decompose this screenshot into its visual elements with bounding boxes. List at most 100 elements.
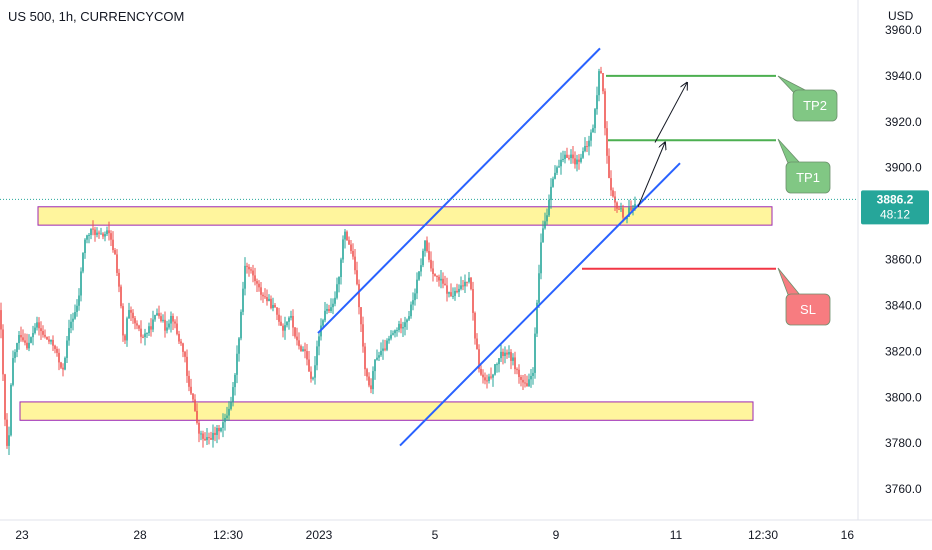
sl-label: SL	[777, 267, 831, 326]
candle-body	[410, 304, 412, 317]
candle-body	[364, 346, 366, 370]
candle-body	[526, 383, 528, 387]
candle-body	[98, 232, 100, 234]
tp1-label: TP1	[777, 138, 831, 194]
candle-body	[448, 292, 450, 294]
candle-body	[196, 410, 198, 423]
candle-body	[70, 321, 72, 329]
candle-body	[302, 349, 304, 352]
upper-resistance-zone	[37, 206, 773, 226]
candle-body	[0, 310, 2, 330]
candle-body	[352, 250, 354, 257]
candle-body	[110, 233, 112, 240]
candle-body	[28, 342, 30, 349]
candle-body	[498, 358, 500, 365]
candle-body	[432, 268, 434, 275]
candle-body	[454, 290, 456, 296]
candle-body	[166, 327, 168, 331]
candle-body	[418, 271, 420, 280]
candle-body	[502, 351, 504, 357]
candle-body	[130, 310, 132, 313]
candle-body	[586, 146, 588, 148]
y-tick-label: 3840.0	[885, 298, 922, 312]
candle-body	[268, 298, 270, 302]
candle-body	[532, 372, 534, 376]
candle-body	[42, 331, 44, 335]
candle-body	[2, 329, 4, 375]
x-tick-label: 12:30	[213, 528, 243, 542]
candle-body	[446, 285, 448, 294]
candle-body	[440, 278, 442, 281]
candle-body	[156, 313, 158, 315]
candle-body	[514, 357, 516, 370]
candle-body	[516, 369, 518, 371]
candle-body	[542, 228, 544, 243]
candle-body	[180, 341, 182, 344]
candle-body	[568, 157, 570, 159]
candle-body	[194, 399, 196, 411]
candle-body	[346, 231, 348, 241]
candle-body	[486, 380, 488, 382]
candle-body	[168, 323, 170, 328]
candle-body	[536, 302, 538, 334]
candle-body	[566, 154, 568, 158]
candle-body	[210, 437, 212, 440]
candle-body	[334, 297, 336, 304]
candle-body	[178, 333, 180, 342]
candle-body	[584, 146, 586, 152]
candle-body	[326, 308, 328, 311]
candle-body	[472, 289, 474, 313]
candle-body	[622, 208, 624, 218]
candle-body	[154, 314, 156, 320]
candle-body	[244, 265, 246, 289]
candle-body	[504, 352, 506, 357]
candle-body	[184, 351, 186, 357]
candle-body	[470, 277, 472, 290]
candle-body	[22, 337, 24, 341]
candle-body	[200, 433, 202, 435]
candle-body	[590, 132, 592, 141]
candle-body	[572, 154, 574, 159]
candle-body	[84, 239, 86, 254]
candle-body	[86, 235, 88, 240]
candle-body	[252, 270, 254, 276]
sl-label-text: SL	[800, 302, 816, 317]
tp2-label-text: TP2	[803, 98, 827, 113]
candle-body	[162, 319, 164, 321]
candle-body	[274, 305, 276, 308]
candle-body	[452, 295, 454, 297]
candle-body	[484, 377, 486, 381]
candle-body	[616, 202, 618, 209]
x-tick-label: 16	[841, 528, 855, 542]
candle-body	[524, 382, 526, 384]
candle-body	[286, 321, 288, 326]
channel-line-lower	[399, 162, 681, 447]
candle-body	[412, 300, 414, 305]
y-tick-label: 3860.0	[885, 253, 922, 267]
candle-body	[510, 352, 512, 361]
candle-body	[78, 295, 80, 306]
candle-body	[20, 334, 22, 338]
candle-body	[580, 157, 582, 162]
candle-body	[506, 352, 508, 355]
candle-body	[246, 265, 248, 267]
candle-body	[10, 384, 12, 436]
candle-body	[588, 140, 590, 147]
candle-body	[158, 313, 160, 317]
candle-body	[466, 281, 468, 283]
candle-body	[254, 275, 256, 282]
candle-body	[288, 317, 290, 322]
candle-body	[388, 338, 390, 341]
candle-body	[496, 364, 498, 366]
candle-body	[610, 178, 612, 191]
x-tick-label: 11	[670, 528, 683, 542]
candle-body	[92, 228, 94, 230]
candle-body	[24, 340, 26, 343]
candle-body	[406, 319, 408, 323]
candle-body	[266, 297, 268, 302]
current-price-tag: 3886.248:12	[861, 190, 929, 225]
candle-body	[480, 368, 482, 375]
candle-body	[238, 338, 240, 354]
candle-body	[316, 346, 318, 366]
